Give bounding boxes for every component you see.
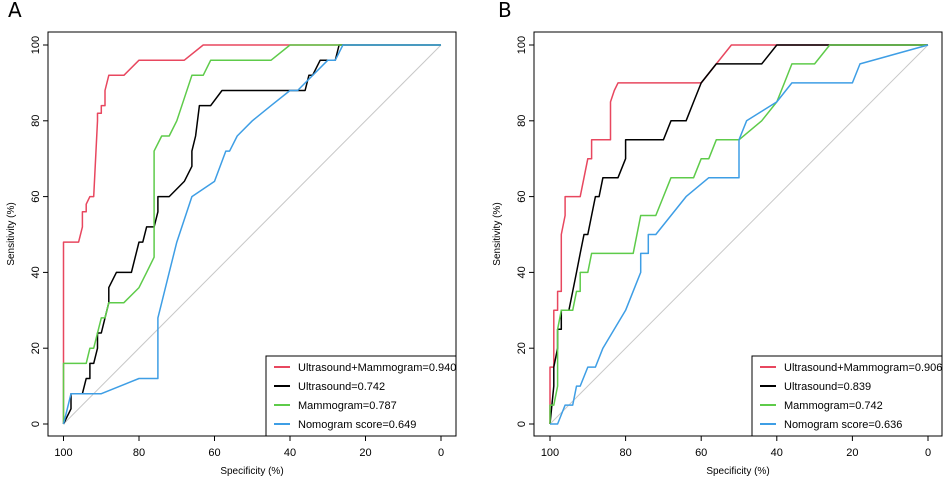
x-tick-label: 60: [695, 447, 707, 459]
legend-entry: Ultrasound+Mammogram=0.940: [298, 362, 456, 374]
plot-frame: [47, 31, 457, 437]
roc-panel-b: 100 80 60 40 20 0 0 20 40 60 80 100 Specificity (%) S…: [492, 31, 943, 477]
x-axis-title: Specificity (%): [706, 466, 769, 477]
legend-entry: Nomogram score=0.649: [298, 419, 416, 431]
legend-entry: Ultrasound=0.839: [784, 381, 871, 393]
x-tick-label: 40: [771, 447, 783, 459]
roc-curve-4: [62, 44, 441, 425]
roc-curve-2: [62, 44, 441, 425]
y-tick-label: 100: [516, 36, 528, 54]
x-tick-label: 60: [208, 447, 220, 459]
y-axis-title: Sensitivity (%): [492, 202, 503, 265]
y-tick-label: 80: [30, 115, 42, 127]
legend: Ultrasound+Mammogram=0.906 Ultrasound=0.8…: [751, 355, 943, 437]
x-tick-label: 80: [619, 447, 631, 459]
roc-panel-a: 100 80 60 40 20 0 0 20 40 60 80 100 Specificity (%) S…: [6, 31, 457, 477]
roc-curve-4: [550, 44, 929, 425]
x-tick-label: 100: [541, 447, 559, 459]
x-tick-label: 0: [438, 447, 444, 459]
y-tick-label: 60: [516, 190, 528, 202]
x-tick-label: 0: [925, 447, 931, 459]
x-tick-label: 80: [133, 447, 145, 459]
legend-box: [751, 355, 943, 437]
roc-curve-1: [549, 44, 928, 424]
roc-curve-3: [549, 44, 928, 424]
panel-letter-b: B: [498, 0, 512, 22]
legend: Ultrasound+Mammogram=0.940 Ultrasound=0.7…: [265, 355, 457, 437]
y-tick-label: 0: [30, 421, 42, 427]
x-tick-label: 20: [359, 447, 371, 459]
reference-diagonal: [549, 44, 929, 425]
plot-frame: [533, 31, 943, 437]
y-tick-label: 20: [516, 342, 528, 354]
panel-letter-a: A: [8, 0, 22, 22]
legend-entry: Ultrasound+Mammogram=0.906: [784, 362, 942, 374]
y-tick-label: 40: [30, 266, 42, 278]
legend-entry: Mammogram=0.742: [784, 400, 883, 412]
y-tick-label: 100: [30, 36, 42, 54]
roc-curve-1: [62, 44, 441, 424]
y-tick-label: 40: [516, 266, 528, 278]
x-tick-label: 20: [846, 447, 858, 459]
legend-entry: Ultrasound=0.742: [298, 381, 385, 393]
legend-box: [265, 355, 457, 437]
reference-diagonal: [63, 44, 442, 425]
y-axis-title: Sensitivity (%): [6, 202, 17, 265]
x-axis-title: Specificity (%): [220, 466, 283, 477]
y-tick-label: 0: [516, 421, 528, 427]
legend-entry: Mammogram=0.787: [298, 400, 397, 412]
x-tick-label: 40: [284, 447, 296, 459]
y-tick-label: 80: [516, 115, 528, 127]
x-tick-label: 100: [54, 447, 72, 459]
y-tick-label: 60: [30, 190, 42, 202]
y-tick-label: 20: [30, 342, 42, 354]
roc-curve-3: [62, 44, 441, 424]
legend-entry: Nomogram score=0.636: [784, 419, 902, 431]
